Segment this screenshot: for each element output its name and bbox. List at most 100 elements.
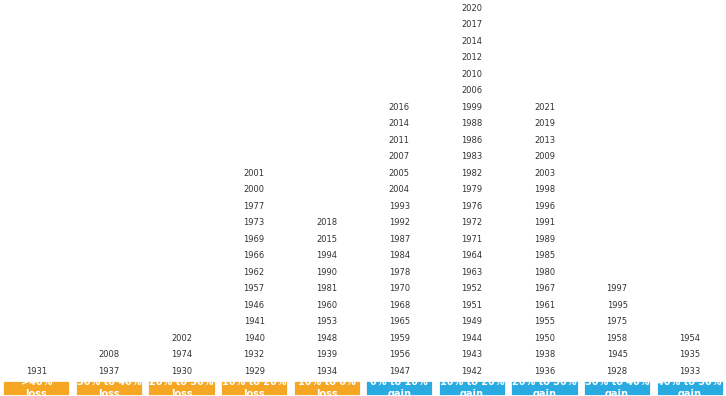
Text: 1950: 1950 xyxy=(534,334,555,343)
Text: 30% to 40%
loss: 30% to 40% loss xyxy=(77,377,141,396)
Text: 1976: 1976 xyxy=(461,202,483,211)
Text: 1949: 1949 xyxy=(462,317,482,326)
Text: 1972: 1972 xyxy=(461,218,483,227)
Text: 1986: 1986 xyxy=(461,136,483,145)
Text: 1994: 1994 xyxy=(317,251,337,260)
Text: 1942: 1942 xyxy=(462,367,482,376)
Text: 2012: 2012 xyxy=(462,53,482,62)
Text: 1937: 1937 xyxy=(98,367,120,376)
FancyBboxPatch shape xyxy=(656,380,724,396)
Text: 2018: 2018 xyxy=(316,218,338,227)
Text: 1961: 1961 xyxy=(534,301,555,310)
Text: 1967: 1967 xyxy=(534,284,555,293)
Text: 1965: 1965 xyxy=(388,317,410,326)
Text: 1992: 1992 xyxy=(389,218,409,227)
Text: 30% to 40%
gain: 30% to 40% gain xyxy=(585,377,649,396)
Text: 1983: 1983 xyxy=(461,152,483,161)
Text: 2009: 2009 xyxy=(534,152,555,161)
FancyBboxPatch shape xyxy=(365,380,433,396)
Text: 1975: 1975 xyxy=(606,317,628,326)
FancyBboxPatch shape xyxy=(147,380,216,396)
Text: 1990: 1990 xyxy=(317,268,337,277)
Text: 2007: 2007 xyxy=(388,152,410,161)
Text: 1945: 1945 xyxy=(607,350,627,359)
Text: 1970: 1970 xyxy=(388,284,410,293)
Text: 2006: 2006 xyxy=(461,86,483,95)
Text: 1960: 1960 xyxy=(316,301,338,310)
Text: 1938: 1938 xyxy=(534,350,555,359)
Text: 1968: 1968 xyxy=(388,301,410,310)
Text: 1991: 1991 xyxy=(534,218,555,227)
Text: 2008: 2008 xyxy=(98,350,120,359)
Text: 1971: 1971 xyxy=(461,235,483,244)
Text: >40%
loss: >40% loss xyxy=(20,377,52,396)
Text: 1989: 1989 xyxy=(534,235,555,244)
Text: 1931: 1931 xyxy=(25,367,47,376)
Text: 0% to 10%
gain: 0% to 10% gain xyxy=(370,377,428,396)
Text: 10% to 20%
loss: 10% to 20% loss xyxy=(222,377,286,396)
Text: 1988: 1988 xyxy=(461,119,483,128)
FancyBboxPatch shape xyxy=(293,380,361,396)
Text: 1958: 1958 xyxy=(606,334,628,343)
Text: 2004: 2004 xyxy=(389,185,409,194)
Text: 1933: 1933 xyxy=(679,367,701,376)
Text: 1929: 1929 xyxy=(244,367,264,376)
Text: 2015: 2015 xyxy=(317,235,337,244)
Text: 1944: 1944 xyxy=(462,334,482,343)
Text: 2017: 2017 xyxy=(461,20,483,29)
FancyBboxPatch shape xyxy=(510,380,579,396)
Text: 1952: 1952 xyxy=(462,284,482,293)
Text: 1980: 1980 xyxy=(534,268,555,277)
Text: 1954: 1954 xyxy=(680,334,700,343)
Text: 1946: 1946 xyxy=(243,301,265,310)
Text: 1963: 1963 xyxy=(461,268,483,277)
Text: 1928: 1928 xyxy=(606,367,628,376)
Text: 1956: 1956 xyxy=(388,350,410,359)
Text: 2000: 2000 xyxy=(244,185,264,194)
FancyBboxPatch shape xyxy=(438,380,506,396)
Text: 1953: 1953 xyxy=(316,317,338,326)
Text: 2003: 2003 xyxy=(534,169,555,178)
Text: 1939: 1939 xyxy=(316,350,338,359)
Text: 1984: 1984 xyxy=(388,251,410,260)
Text: 1978: 1978 xyxy=(388,268,410,277)
Text: 1943: 1943 xyxy=(461,350,483,359)
Text: 2002: 2002 xyxy=(171,334,192,343)
Text: 1951: 1951 xyxy=(462,301,482,310)
Text: 1969: 1969 xyxy=(243,235,265,244)
Text: 1932: 1932 xyxy=(243,350,265,359)
FancyBboxPatch shape xyxy=(583,380,651,396)
Text: 2013: 2013 xyxy=(534,136,555,145)
Text: 1966: 1966 xyxy=(243,251,265,260)
Text: 2020: 2020 xyxy=(462,4,482,13)
Text: 2016: 2016 xyxy=(388,103,410,112)
Text: 1940: 1940 xyxy=(244,334,264,343)
Text: 1941: 1941 xyxy=(244,317,264,326)
Text: 20% to 30%
gain: 20% to 30% gain xyxy=(513,377,576,396)
Text: 10% to 0%
loss: 10% to 0% loss xyxy=(298,377,356,396)
Text: 40% to 50%
gain: 40% to 50% gain xyxy=(658,377,722,396)
Text: 2005: 2005 xyxy=(389,169,409,178)
Text: 1987: 1987 xyxy=(388,235,410,244)
Text: 2010: 2010 xyxy=(462,70,482,79)
Text: 2011: 2011 xyxy=(389,136,409,145)
Text: 1935: 1935 xyxy=(679,350,701,359)
FancyBboxPatch shape xyxy=(2,380,70,396)
Text: 1993: 1993 xyxy=(388,202,410,211)
Text: 2014: 2014 xyxy=(389,119,409,128)
Text: 1999: 1999 xyxy=(462,103,482,112)
Text: 10% to 20%
gain: 10% to 20% gain xyxy=(440,377,504,396)
Text: 1974: 1974 xyxy=(171,350,192,359)
Text: 2019: 2019 xyxy=(534,119,555,128)
Text: 1957: 1957 xyxy=(243,284,265,293)
Text: 1973: 1973 xyxy=(243,218,265,227)
Text: 1979: 1979 xyxy=(461,185,483,194)
Text: 1934: 1934 xyxy=(316,367,338,376)
Text: 1962: 1962 xyxy=(243,268,265,277)
Text: 1947: 1947 xyxy=(388,367,410,376)
Text: 1985: 1985 xyxy=(534,251,555,260)
Text: 2001: 2001 xyxy=(244,169,264,178)
FancyBboxPatch shape xyxy=(75,380,143,396)
Text: 1964: 1964 xyxy=(461,251,483,260)
Text: 1996: 1996 xyxy=(534,202,555,211)
